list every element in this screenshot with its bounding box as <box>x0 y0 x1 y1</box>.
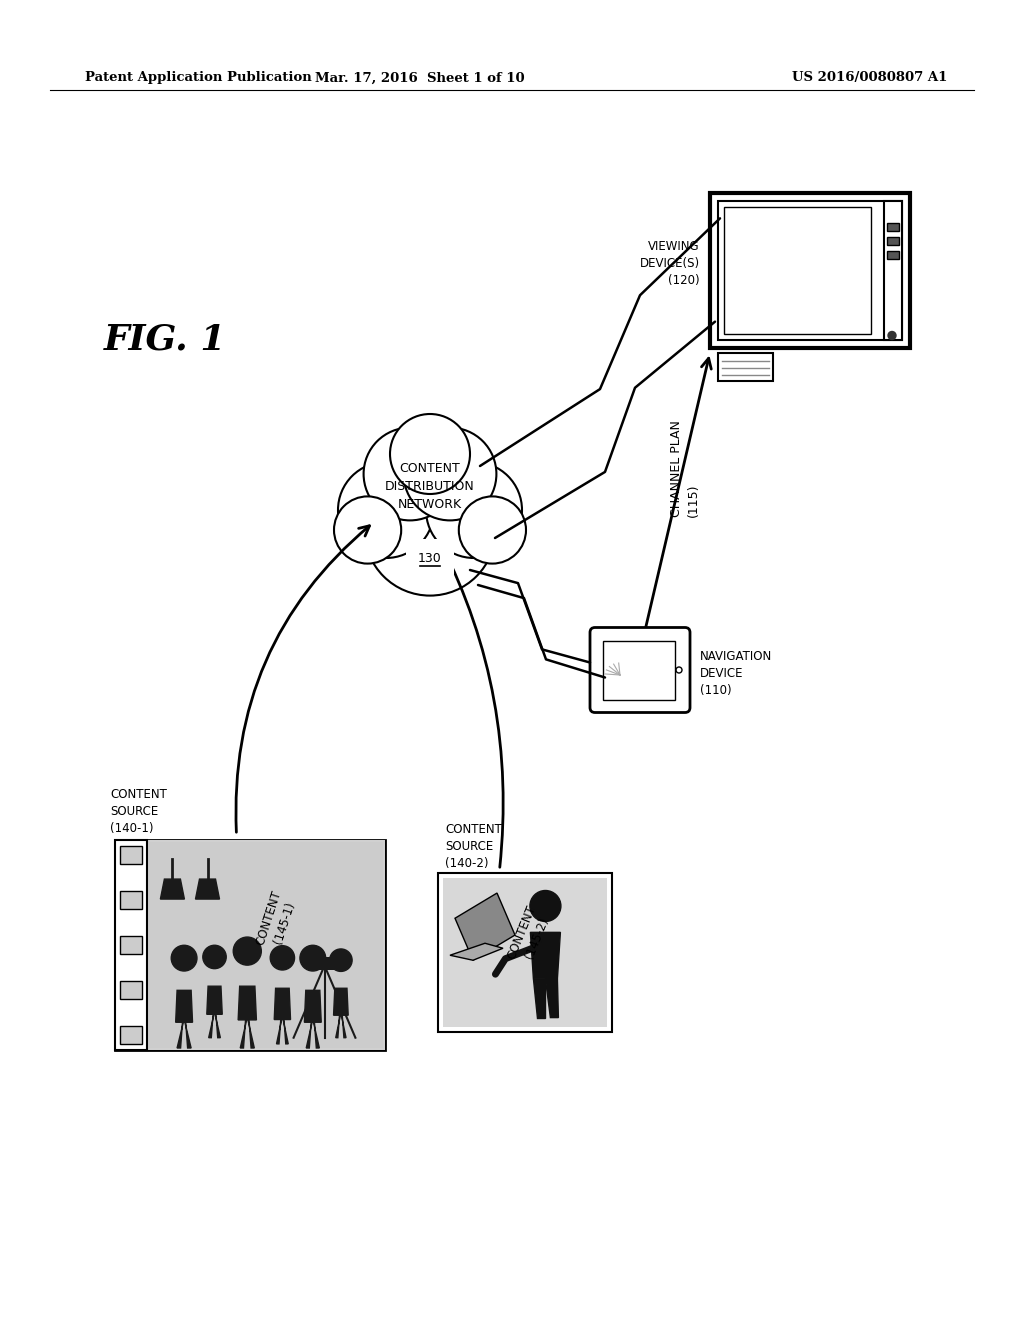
Polygon shape <box>214 1012 220 1038</box>
FancyBboxPatch shape <box>115 840 147 1049</box>
Circle shape <box>459 496 526 564</box>
Text: CONTENT
SOURCE
(140-2): CONTENT SOURCE (140-2) <box>445 822 502 870</box>
FancyBboxPatch shape <box>147 840 385 1049</box>
FancyBboxPatch shape <box>315 957 334 970</box>
FancyBboxPatch shape <box>120 936 142 954</box>
Polygon shape <box>334 989 348 1015</box>
Text: CONTENT
DISTRIBUTION
NETWORK: CONTENT DISTRIBUTION NETWORK <box>385 462 475 511</box>
Circle shape <box>300 945 326 972</box>
Text: US 2016/0080807 A1: US 2016/0080807 A1 <box>793 71 947 84</box>
Polygon shape <box>312 1019 319 1048</box>
Circle shape <box>390 414 470 494</box>
FancyBboxPatch shape <box>120 891 142 909</box>
Polygon shape <box>239 986 256 1020</box>
Polygon shape <box>196 879 219 899</box>
Circle shape <box>270 945 295 970</box>
Polygon shape <box>247 1018 254 1048</box>
Text: NAVIGATION
DEVICE
(110): NAVIGATION DEVICE (110) <box>700 649 772 697</box>
Circle shape <box>426 462 522 558</box>
FancyBboxPatch shape <box>724 206 871 334</box>
Text: 130: 130 <box>418 552 442 565</box>
FancyBboxPatch shape <box>887 238 899 246</box>
Circle shape <box>888 331 896 339</box>
FancyBboxPatch shape <box>603 640 675 700</box>
Polygon shape <box>450 944 503 960</box>
Circle shape <box>330 949 352 972</box>
Polygon shape <box>274 989 291 1019</box>
FancyBboxPatch shape <box>438 873 612 1032</box>
FancyBboxPatch shape <box>120 846 142 865</box>
Polygon shape <box>341 1012 346 1038</box>
Polygon shape <box>161 879 184 899</box>
Polygon shape <box>209 1012 214 1038</box>
Text: Patent Application Publication: Patent Application Publication <box>85 71 311 84</box>
FancyBboxPatch shape <box>120 981 142 999</box>
Polygon shape <box>184 1019 191 1048</box>
Circle shape <box>233 937 261 965</box>
Text: CONTENT
(145-1): CONTENT (145-1) <box>254 888 299 952</box>
Text: Mar. 17, 2016  Sheet 1 of 10: Mar. 17, 2016 Sheet 1 of 10 <box>315 71 525 84</box>
FancyBboxPatch shape <box>887 251 899 259</box>
Circle shape <box>334 496 401 564</box>
Polygon shape <box>207 986 222 1014</box>
FancyBboxPatch shape <box>115 840 385 1049</box>
Polygon shape <box>306 1019 312 1048</box>
FancyBboxPatch shape <box>884 201 902 339</box>
Text: VIEWING
DEVICE(S)
(120): VIEWING DEVICE(S) (120) <box>640 240 700 286</box>
Text: FIG. 1: FIG. 1 <box>103 323 226 356</box>
Circle shape <box>338 462 434 558</box>
Polygon shape <box>176 990 193 1022</box>
Circle shape <box>171 945 197 972</box>
FancyBboxPatch shape <box>590 627 690 713</box>
Text: CHANNEL PLAN
(115): CHANNEL PLAN (115) <box>670 420 700 517</box>
FancyBboxPatch shape <box>443 878 607 1027</box>
Polygon shape <box>241 1018 247 1048</box>
Circle shape <box>365 465 496 595</box>
Polygon shape <box>530 932 560 979</box>
Text: CONTENT
SOURCE
(140-1): CONTENT SOURCE (140-1) <box>110 788 167 836</box>
Text: CONTENT
(145-2): CONTENT (145-2) <box>506 903 554 966</box>
Polygon shape <box>534 979 546 1018</box>
Polygon shape <box>455 894 515 960</box>
Circle shape <box>529 891 561 921</box>
Polygon shape <box>546 979 558 1018</box>
FancyBboxPatch shape <box>718 201 902 339</box>
Circle shape <box>364 428 457 520</box>
Circle shape <box>203 945 226 969</box>
FancyBboxPatch shape <box>710 193 910 347</box>
Polygon shape <box>336 1012 341 1038</box>
Polygon shape <box>276 1016 283 1044</box>
FancyBboxPatch shape <box>120 1026 142 1044</box>
Polygon shape <box>283 1016 288 1044</box>
FancyBboxPatch shape <box>887 223 899 231</box>
Circle shape <box>403 428 497 520</box>
Polygon shape <box>304 990 322 1022</box>
Polygon shape <box>177 1019 184 1048</box>
FancyBboxPatch shape <box>718 352 772 380</box>
FancyBboxPatch shape <box>150 842 383 1048</box>
